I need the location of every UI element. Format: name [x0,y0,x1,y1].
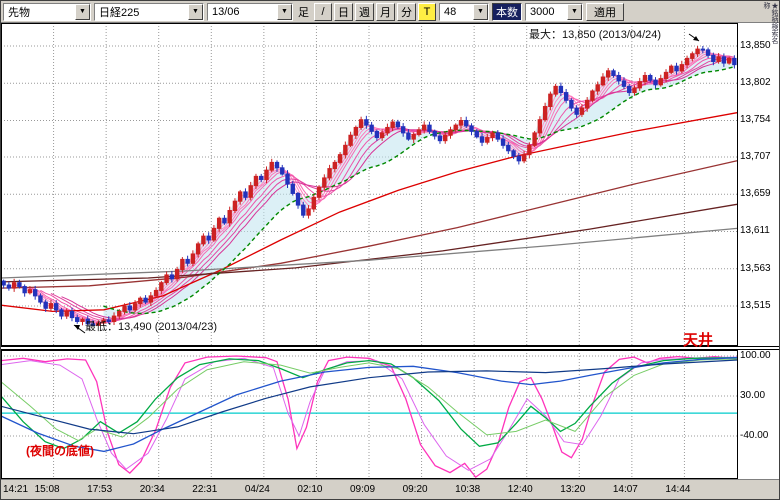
rci-long-blue [1,357,738,453]
time-tick-label: 15:08 [34,484,60,495]
oscillator-grid [1,350,737,479]
bar-count-select[interactable]: 3000 ▼ [525,2,583,21]
oscillator-panel[interactable] [1,349,780,479]
month-bar-button[interactable]: 月 [376,2,395,21]
apply-button[interactable]: 適用 [586,2,624,21]
bar-count-mode-button[interactable]: 本数 [492,2,522,21]
bar-type-label: 足 [298,6,309,19]
ma-medium-red [1,112,738,313]
instrument-select[interactable]: 日経225 ▼ [94,2,204,21]
bar-count-value: 3000 [530,5,555,18]
overlay-ma-lines [1,112,738,313]
instrument-value: 日経225 [99,6,140,19]
time-tick-label: 13:20 [560,484,586,495]
tick-chart-button[interactable]: / [314,2,332,21]
week-bar-button[interactable]: 週 [355,2,374,21]
rci-short-violet [1,356,738,471]
ma-longest-gray [1,227,738,279]
time-tick-label: 14:44 [665,484,691,495]
chevron-down-icon[interactable]: ▼ [277,3,292,20]
toolbar: 先物 ▼ 日経225 ▼ 13/06 ▼ 足 / 日 週 月 分 T 48 ▼ … [1,1,779,23]
time-tick-label: 09:09 [350,484,376,495]
ma-long-brown [1,160,738,289]
tick-count-select[interactable]: 48 ▼ [439,2,489,21]
chevron-down-icon[interactable]: ▼ [473,3,488,20]
time-tick-label: 22:31 [192,484,218,495]
tick-icon: / [321,5,325,18]
rci-mid-green [1,357,738,450]
time-axis: 14:21 15:08 17:53 20:34 22:31 04/24 02:10 09:09… [1,479,779,499]
instrument-type-value: 先物 [8,6,30,19]
contract-month-value: 13/06 [212,5,240,18]
time-tick-label: 14:07 [612,484,638,495]
oscillator-canvas[interactable] [1,350,780,479]
time-tick-label: 12:40 [507,484,533,495]
min-arrow-head [74,325,80,330]
ma-longer-darkbrown [1,203,738,283]
day-bar-button[interactable]: 日 [334,2,353,21]
instrument-type-select[interactable]: 先物 ▼ [3,2,91,21]
chevron-down-icon[interactable]: ▼ [188,3,203,20]
price-grid [1,23,737,346]
candles [1,46,737,326]
tick-mode-button[interactable]: T [418,2,436,21]
price-chart-canvas[interactable] [1,23,780,346]
green-ma-line [103,66,735,315]
chevron-down-icon[interactable]: ▼ [75,3,90,20]
time-tick-label: 17:53 [87,484,113,495]
rci-short-magenta [1,355,738,478]
chevron-down-icon[interactable]: ▼ [567,3,582,20]
contract-month-select[interactable]: 13/06 ▼ [207,2,293,21]
oscillator-series [1,355,738,478]
minute-bar-button[interactable]: 分 [397,2,416,21]
rci-long-navy [1,359,738,435]
max-arrow-head [693,36,699,41]
time-tick-label: 09:20 [402,484,428,495]
price-chart-panel[interactable] [1,23,780,347]
time-tick-label: 14:21 [3,484,29,495]
time-tick-label: 04/24 [244,484,270,495]
time-tick-label: 10:38 [455,484,481,495]
corner-note: ★銘柄検索名称 [763,2,778,44]
time-tick-label: 20:34 [139,484,165,495]
tick-count-value: 48 [444,5,457,18]
time-tick-label: 02:10 [297,484,323,495]
